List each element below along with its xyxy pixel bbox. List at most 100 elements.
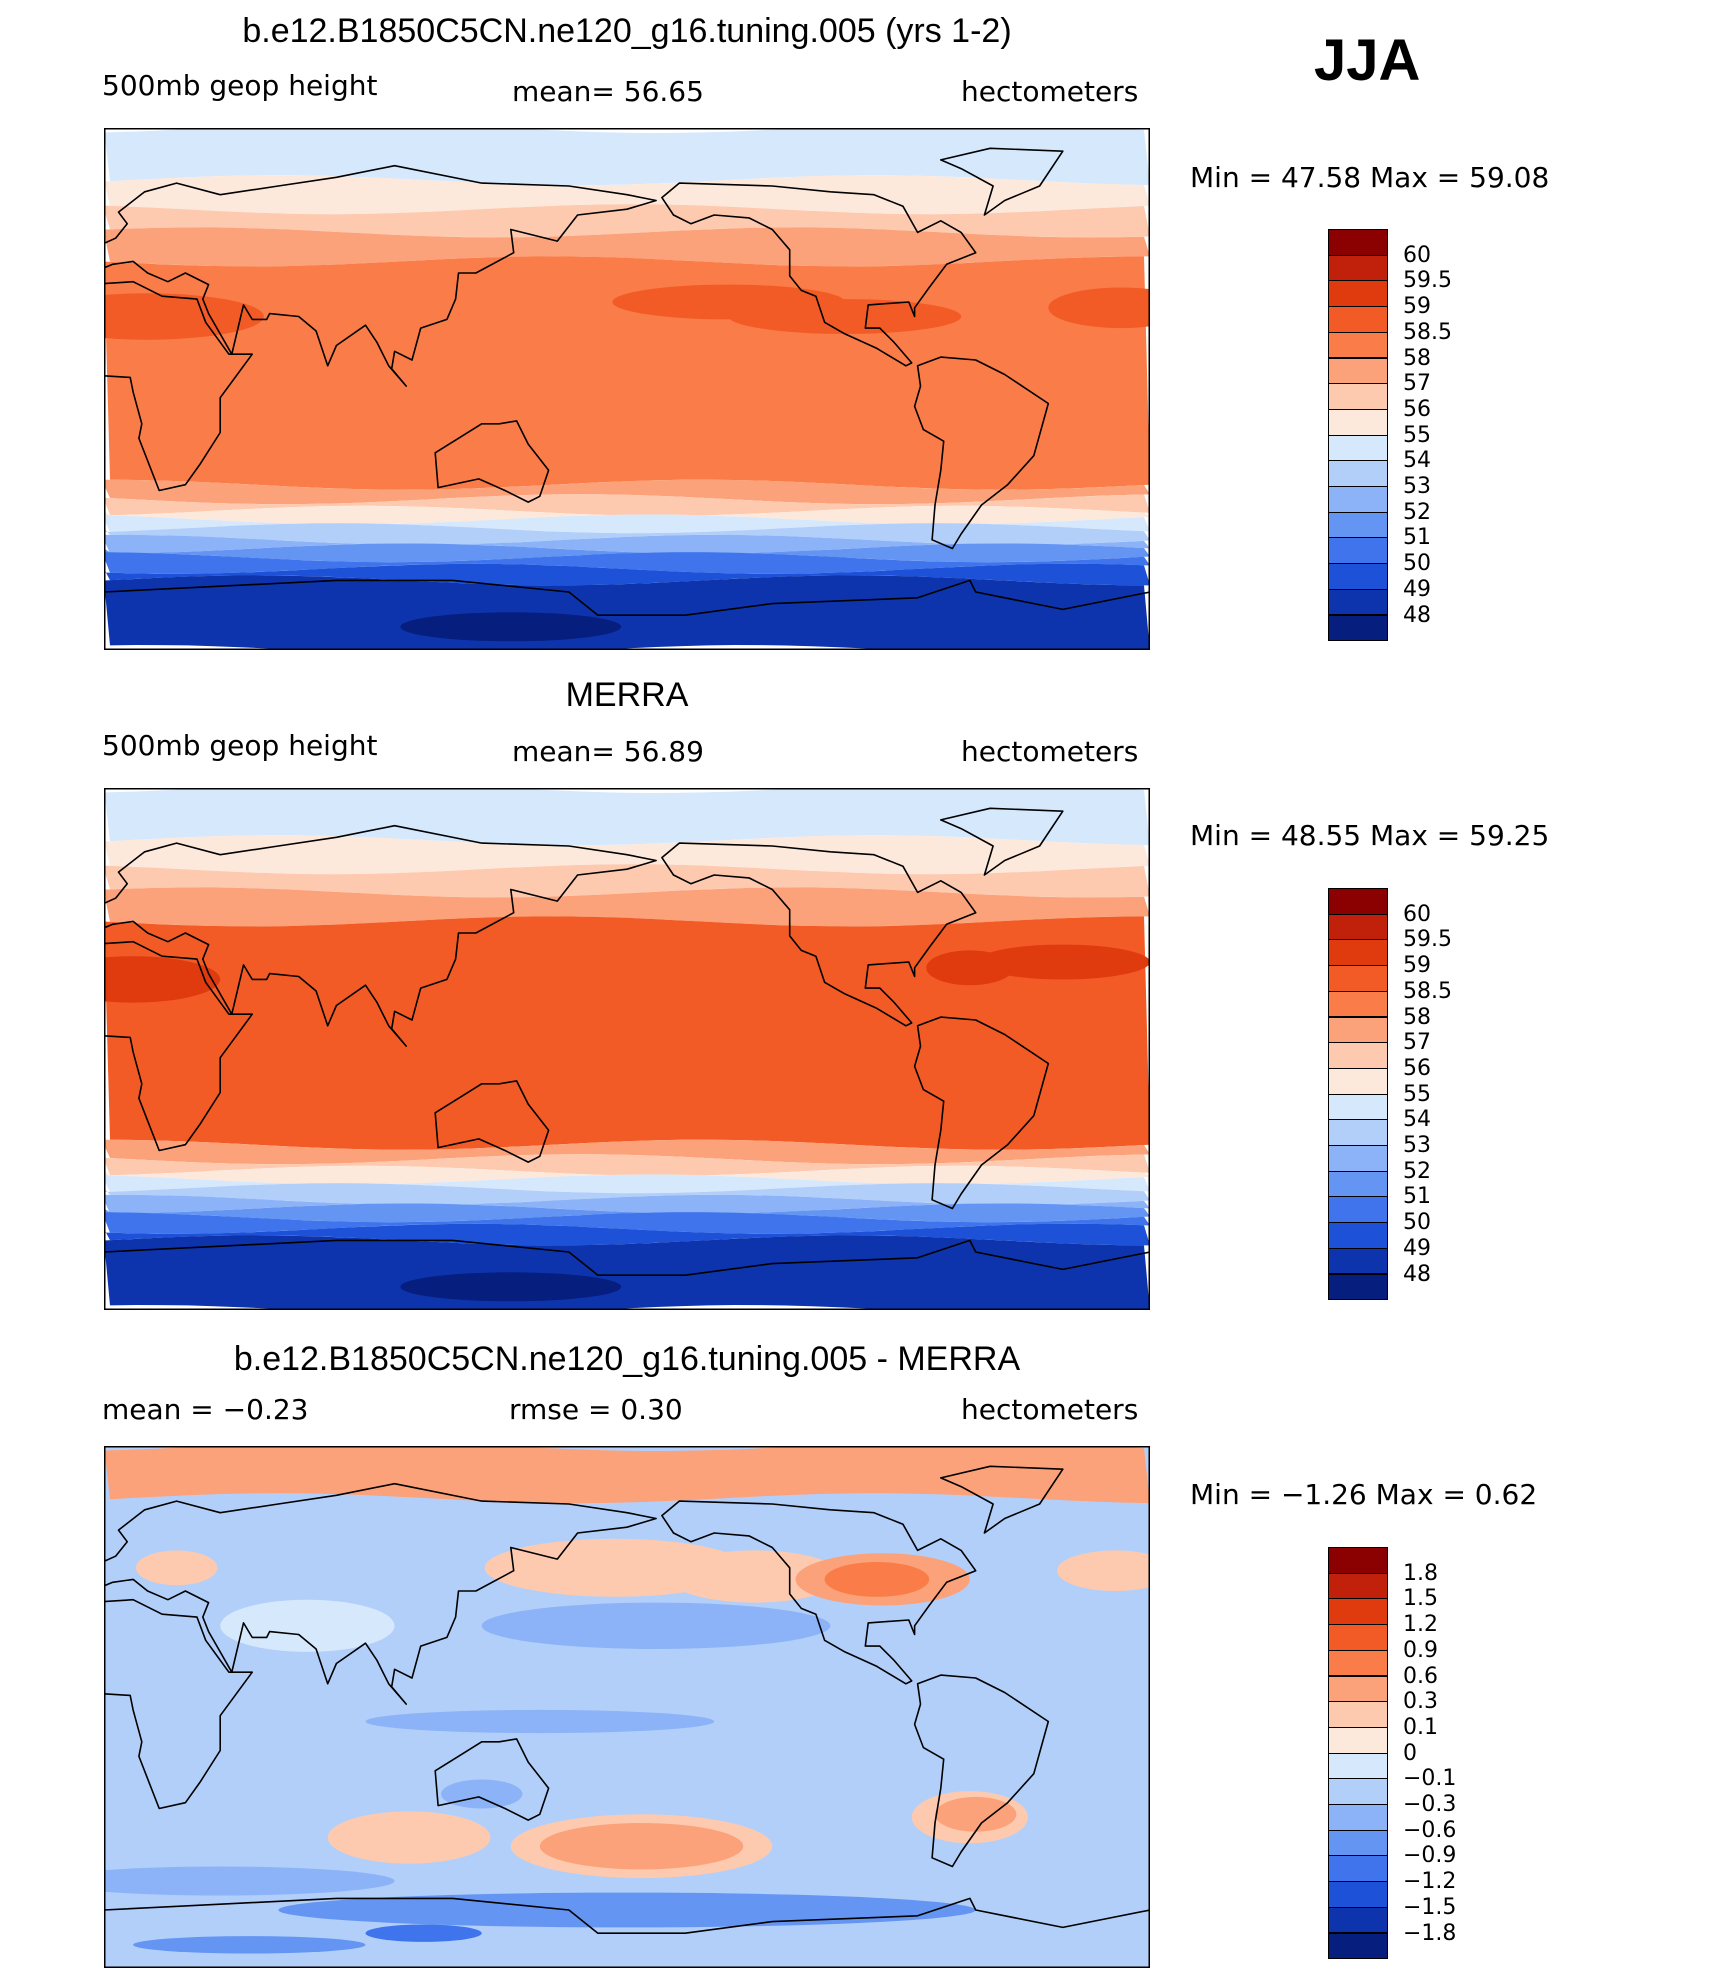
colorbar-swatch [1328,1932,1388,1960]
coastline [104,824,657,1047]
coastline [940,807,1064,876]
field-contour [104,864,1150,898]
field-contour [728,299,962,334]
field-contour [441,1779,523,1809]
colorbar-label: 59.5 [1403,927,1452,953]
coastline [104,1598,253,1810]
colorbar-label: 1.8 [1403,1560,1438,1586]
colorbar-label: 50 [1403,1210,1431,1236]
panel-2-minmax: Min = 48.55 Max = 59.25 [1190,819,1550,852]
map-canvas [104,788,1150,1310]
colorbar-swatch [1328,229,1388,256]
colorbar-label: 54 [1403,1107,1431,1133]
colorbar-swatch [1328,537,1388,565]
panel-2-mean: mean= 56.89 [512,735,704,768]
colorbar-label: 59 [1403,953,1431,979]
colorbar-swatch [1328,1119,1388,1146]
field-contour [365,1709,715,1734]
colorbar-swatch [1328,1042,1388,1069]
panel-1-variable: 500mb geop height [102,69,378,102]
field-contour [104,1235,1150,1310]
colorbar-swatch [1328,1701,1388,1728]
colorbar-swatch [1328,434,1388,462]
colorbar-label: 56 [1403,396,1431,422]
panel-2-variable: 500mb geop height [102,729,378,762]
panel-2-title: MERRA [565,676,689,714]
panel-3-units: hectometers [961,1393,1139,1426]
field-contour [133,1936,366,1954]
colorbar-swatch [1328,965,1388,992]
colorbar-label: 53 [1403,1133,1431,1158]
colorbar-swatch [1328,1170,1388,1198]
colorbar-label: −1.8 [1403,1920,1457,1946]
field-contour [104,916,1150,1150]
colorbar-label: 58.5 [1403,319,1452,345]
colorbar-swatch [1328,1624,1388,1651]
field-contour [104,956,221,1003]
field-contour [926,950,1014,986]
colorbar-swatch [1328,1881,1388,1908]
panel-3-minmax: Min = −1.26 Max = 0.62 [1190,1478,1538,1511]
colorbar-label: 0.1 [1403,1714,1438,1740]
colorbar-swatch [1328,1067,1388,1095]
colorbar-label: 59 [1403,294,1431,320]
colorbar-label: 57 [1403,1030,1431,1056]
field-contour [365,1924,482,1942]
colorbar-swatch [1328,1778,1388,1805]
field-contour [104,543,1150,563]
coastline [434,1738,550,1821]
colorbar-swatch [1328,1016,1388,1044]
colorbar-swatch [1328,1196,1388,1224]
colorbar-swatch [1328,888,1388,915]
panel-3-title: b.e12.B1850C5CN.ne120_g16.tuning.005 - M… [233,1340,1021,1378]
panel-1-minmax: Min = 47.58 Max = 59.08 [1190,161,1550,194]
colorbar-label: −0.1 [1403,1766,1457,1792]
colorbar-swatch [1328,1598,1388,1626]
colorbar-label: 49 [1403,576,1431,602]
colorbar-label: 52 [1403,499,1431,525]
field-contour [104,494,1150,516]
colorbar-swatch [1328,1247,1388,1275]
field-contour [135,1550,218,1586]
colorbar-label: 0.6 [1403,1663,1438,1689]
coastline [104,164,657,387]
coastline [913,356,1050,550]
colorbar-swatch [1328,1093,1388,1121]
colorbar-swatch [1328,1804,1388,1831]
panel-3-rmse: rmse = 0.30 [509,1393,683,1426]
colorbar-swatch [1328,383,1388,410]
field-contour [400,1272,622,1302]
colorbar-swatch [1328,1726,1388,1754]
colorbar-label: 55 [1403,1081,1431,1107]
field-contour [307,953,657,1000]
field-contour [104,552,1150,574]
map-frame [104,1446,1150,1968]
colorbar-label: 59.5 [1403,268,1452,294]
coastline [104,1239,1150,1310]
field-contour [278,1892,976,1928]
colorbar-swatch [1328,1675,1388,1703]
colorbar-swatch [1328,254,1388,282]
field-contour [104,575,1150,650]
panel-1-map [104,128,1150,650]
colorbar-swatch [1328,563,1388,590]
coastline [104,579,1150,650]
field-contour [104,1866,395,1896]
colorbar-swatch [1328,1145,1388,1172]
field-contour [327,1811,491,1864]
field-contour [104,1174,1150,1194]
colorbar-label: 57 [1403,371,1431,397]
colorbar-label: 50 [1403,551,1431,577]
field-contour [104,204,1150,238]
colorbar-swatch [1328,1547,1388,1574]
colorbar-label: 51 [1403,1184,1431,1210]
colorbar-swatch [1328,939,1388,967]
coastline [913,1016,1050,1210]
field-contour [104,256,1150,490]
colorbar-label: 56 [1403,1055,1431,1081]
panel-3-map [104,1446,1150,1968]
colorbar-label: 58 [1403,345,1431,371]
map-frame [104,128,1150,650]
colorbar-label: 53 [1403,474,1431,499]
colorbar-label: 0.9 [1403,1637,1438,1663]
